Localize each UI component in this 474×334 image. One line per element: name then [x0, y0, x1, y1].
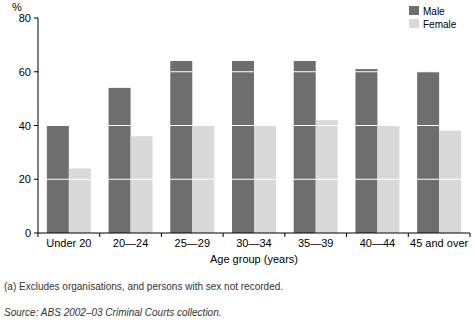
- legend-swatch: [409, 19, 419, 28]
- x-tick: [223, 233, 224, 237]
- x-tick-label: 35—39: [298, 237, 333, 249]
- y-tick: [34, 71, 38, 72]
- grid-line: [38, 179, 470, 180]
- x-tick: [161, 233, 162, 237]
- y-tick-label: 20: [19, 173, 31, 185]
- grid: [38, 18, 470, 179]
- y-tick-label: 80: [19, 12, 31, 24]
- bar: [355, 69, 377, 233]
- bar: [439, 131, 461, 233]
- bar: [417, 72, 439, 233]
- y-tick: [34, 125, 38, 126]
- x-tick-label: Under 20: [46, 237, 91, 249]
- x-tick: [408, 233, 409, 237]
- x-axis-label: Age group (years): [210, 253, 298, 265]
- x-axis: [38, 233, 470, 234]
- x-tick: [470, 233, 471, 237]
- bar: [232, 61, 254, 233]
- x-tick: [38, 233, 39, 237]
- y-tick-label: 0: [25, 227, 31, 239]
- bar: [69, 169, 91, 234]
- y-tick: [34, 18, 38, 19]
- y-tick: [34, 233, 38, 234]
- y-tick: [34, 179, 38, 180]
- x-tick: [99, 233, 100, 237]
- legend-label: Female: [423, 19, 457, 30]
- x-tick: [284, 233, 285, 237]
- x-tick-label: 25—29: [175, 237, 210, 249]
- legend: Male Female: [409, 6, 457, 30]
- grid-line: [38, 125, 470, 126]
- chart-svg: 0 20 40 60 80 Under 20 20—24 25—29 30—34 35—39 40—…: [0, 0, 474, 334]
- x-tick-label: 30—34: [236, 237, 271, 249]
- y-tick-label: 60: [19, 66, 31, 78]
- grid-line: [38, 71, 470, 72]
- bar: [109, 88, 131, 233]
- bar: [170, 61, 192, 233]
- bars: [47, 61, 461, 233]
- legend-label: Male: [423, 6, 445, 17]
- y-tick-label: 40: [19, 120, 31, 132]
- annotation: (a) Excludes organisations, and persons …: [4, 281, 283, 292]
- bar: [316, 120, 338, 233]
- grid-line: [38, 18, 470, 19]
- chart-container: 0 20 40 60 80 Under 20 20—24 25—29 30—34 35—39 40—…: [0, 0, 474, 334]
- annotation: Source: ABS 2002–03 Criminal Courts coll…: [4, 307, 222, 318]
- x-tick-label: 45 and over: [410, 237, 468, 249]
- bar: [294, 61, 316, 233]
- x-tick: [346, 233, 347, 237]
- bar: [131, 136, 153, 233]
- y-axis-label: %: [12, 1, 22, 13]
- x-tick-label: 40—44: [360, 237, 395, 249]
- x-tick-label: 20—24: [113, 237, 148, 249]
- legend-swatch: [409, 6, 419, 15]
